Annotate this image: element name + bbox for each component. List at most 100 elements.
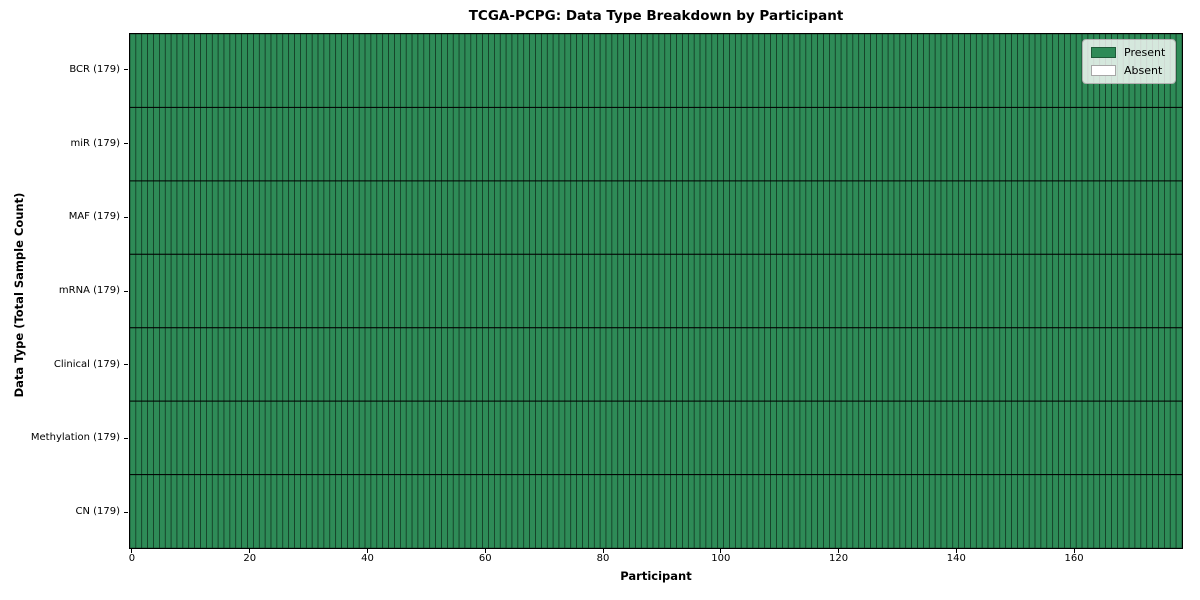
heatmap-cell xyxy=(247,253,254,329)
heatmap-cell xyxy=(928,474,936,548)
heatmap-cell xyxy=(1134,180,1142,255)
x-tick-mark xyxy=(955,549,957,553)
heatmap-cell xyxy=(1087,180,1095,255)
heatmap-cell xyxy=(1169,327,1177,402)
heatmap-cell xyxy=(494,180,501,255)
heatmap-cell xyxy=(1011,107,1018,182)
heatmap-cell xyxy=(870,107,877,182)
heatmap-cell xyxy=(376,253,384,329)
heatmap-cell xyxy=(300,107,307,182)
y-tick-label: BCR (179) xyxy=(69,63,120,75)
heatmap-cell xyxy=(846,34,854,108)
heatmap-cell xyxy=(834,253,842,329)
heatmap-cell xyxy=(311,327,319,402)
heatmap-cell xyxy=(629,180,636,255)
heatmap-cell xyxy=(276,34,284,108)
heatmap-cell xyxy=(235,253,243,329)
heatmap-cell xyxy=(623,107,630,182)
heatmap-cell xyxy=(270,180,278,255)
heatmap-cell xyxy=(940,180,948,255)
heatmap-cell xyxy=(823,253,830,329)
heatmap-cell xyxy=(758,400,766,475)
heatmap-cell xyxy=(599,400,607,475)
heatmap-cell xyxy=(934,400,942,475)
heatmap-cell xyxy=(499,327,507,402)
heatmap-cell xyxy=(270,400,278,475)
heatmap-cell xyxy=(300,327,307,402)
heatmap-cell xyxy=(934,474,942,548)
heatmap-cell xyxy=(329,34,337,108)
heatmap-cell xyxy=(934,180,942,255)
heatmap-cell xyxy=(740,474,748,548)
heatmap-cell xyxy=(200,34,207,108)
heatmap-cell xyxy=(1058,180,1065,255)
heatmap-cell xyxy=(335,474,342,548)
x-tick-mark xyxy=(1073,549,1075,553)
heatmap-cell xyxy=(858,34,865,108)
heatmap-cell xyxy=(529,180,536,255)
heatmap-cell xyxy=(940,107,948,182)
heatmap-cell xyxy=(811,107,818,182)
heatmap-cell xyxy=(740,327,748,402)
heatmap-cell xyxy=(258,253,266,329)
heatmap-cell xyxy=(311,253,319,329)
heatmap-cell xyxy=(358,107,366,182)
heatmap-cell xyxy=(435,107,442,182)
heatmap-cell xyxy=(864,400,871,475)
heatmap-cell xyxy=(1081,400,1089,475)
heatmap-cell xyxy=(535,400,542,475)
heatmap-cell xyxy=(135,327,143,402)
heatmap-cell xyxy=(452,107,460,182)
heatmap-cell xyxy=(458,253,466,329)
heatmap-cell xyxy=(923,327,930,402)
heatmap-cell xyxy=(1158,180,1165,255)
heatmap-cell xyxy=(1099,180,1106,255)
heatmap-cell xyxy=(1158,400,1165,475)
heatmap-cell xyxy=(682,34,689,108)
heatmap-cell xyxy=(787,253,795,329)
heatmap-cell xyxy=(394,400,401,475)
heatmap-cell xyxy=(864,474,871,548)
heatmap-cell xyxy=(952,474,960,548)
heatmap-cell xyxy=(441,327,448,402)
heatmap-cell xyxy=(664,34,672,108)
heatmap-cell xyxy=(846,180,854,255)
heatmap-cell xyxy=(658,180,666,255)
heatmap-cell xyxy=(1152,180,1159,255)
heatmap-cell xyxy=(323,253,331,329)
heatmap-cell xyxy=(388,474,395,548)
heatmap-cell xyxy=(758,180,766,255)
heatmap-cell xyxy=(975,253,983,329)
heatmap-cell xyxy=(388,107,395,182)
heatmap-cell xyxy=(582,327,589,402)
heatmap-cell xyxy=(182,180,190,255)
heatmap-cell xyxy=(1164,474,1171,548)
heatmap-cell xyxy=(623,327,630,402)
heatmap-cell xyxy=(1069,34,1077,108)
heatmap-cell xyxy=(1164,180,1171,255)
heatmap-cell xyxy=(817,34,824,108)
heatmap-cell xyxy=(793,327,801,402)
heatmap-cell xyxy=(1034,180,1042,255)
heatmap-cell xyxy=(194,400,201,475)
heatmap-cell xyxy=(253,180,260,255)
heatmap-cell xyxy=(370,107,378,182)
heatmap-cell xyxy=(405,34,413,108)
heatmap-cell xyxy=(599,474,607,548)
heatmap-cell xyxy=(593,107,601,182)
heatmap-cell xyxy=(153,180,160,255)
heatmap-cell xyxy=(570,327,578,402)
heatmap-cell xyxy=(1034,400,1042,475)
heatmap-cell xyxy=(164,474,172,548)
heatmap-cell xyxy=(640,400,648,475)
heatmap-cell xyxy=(881,107,889,182)
heatmap-cell xyxy=(458,327,466,402)
heatmap-cell xyxy=(864,180,871,255)
heatmap-cell xyxy=(670,400,677,475)
heatmap-cell xyxy=(635,107,642,182)
heatmap-cell xyxy=(535,474,542,548)
heatmap-cell xyxy=(394,180,401,255)
heatmap-cell xyxy=(1040,253,1048,329)
heatmap-cell xyxy=(1093,400,1101,475)
heatmap-cell xyxy=(876,34,883,108)
